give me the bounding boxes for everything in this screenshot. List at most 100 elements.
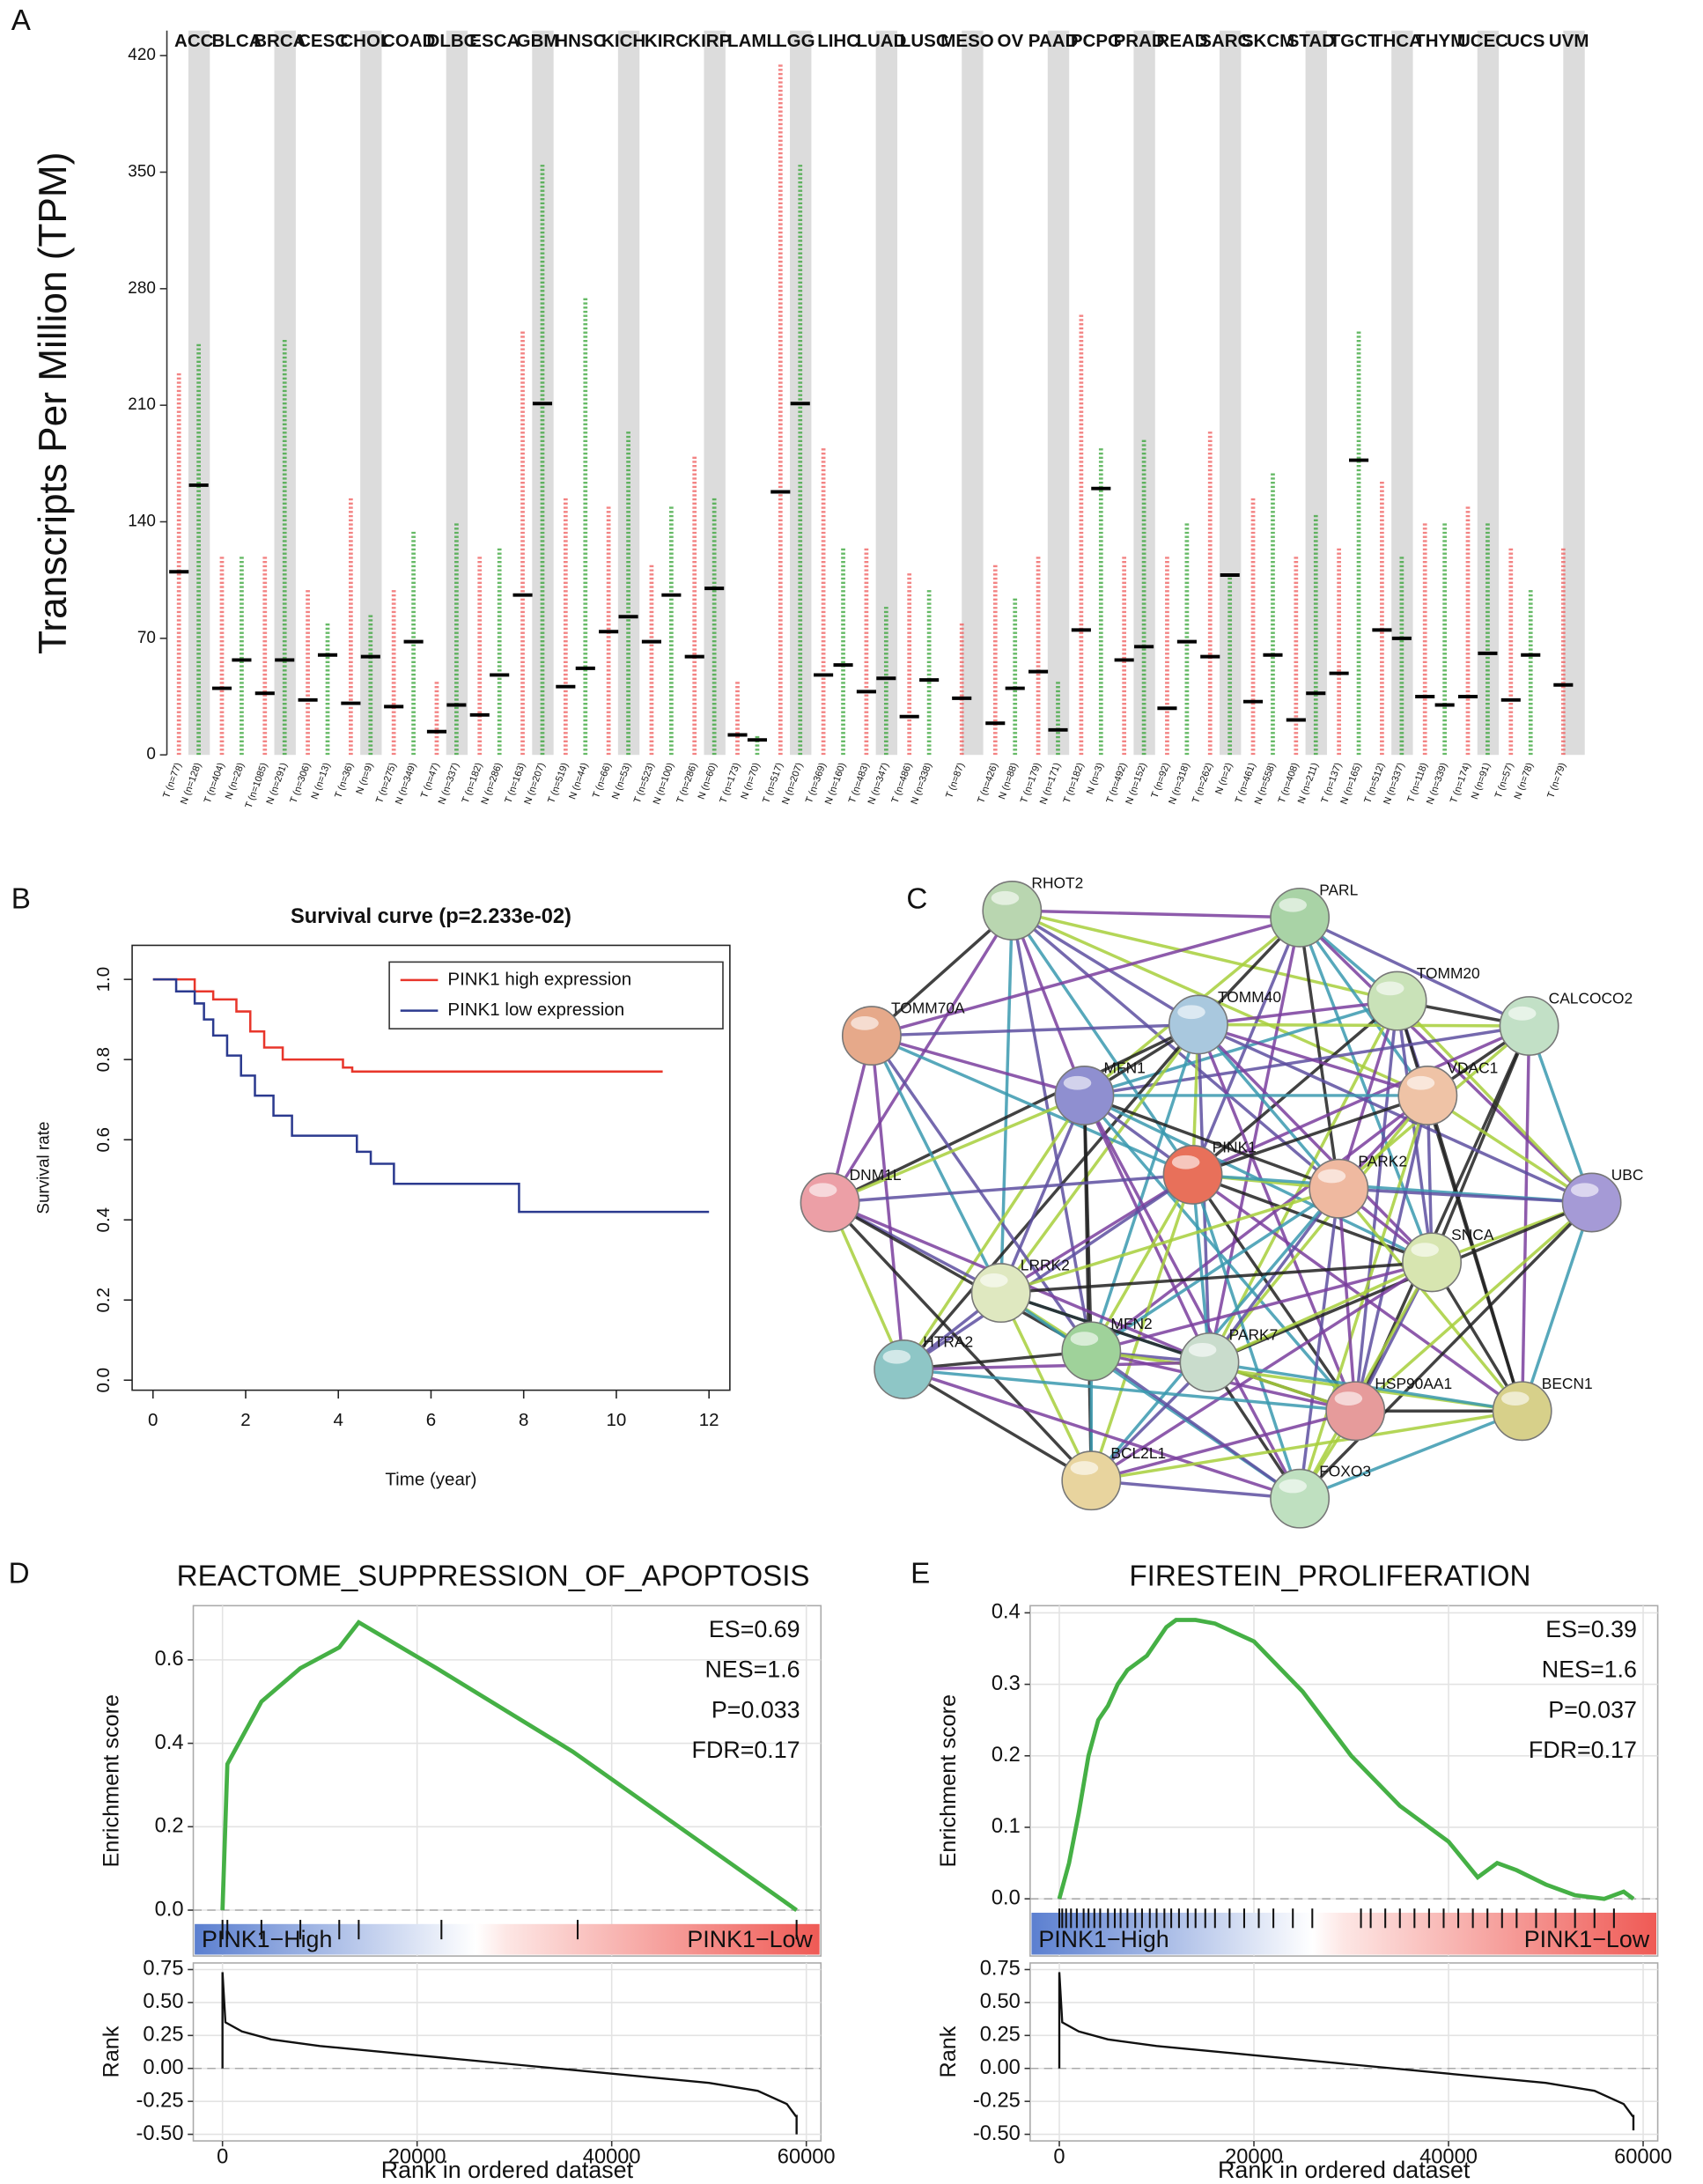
y-tick-label: 0 [146, 745, 156, 764]
edge [1337, 1187, 1524, 1413]
group-label: N (n=28) [224, 762, 247, 801]
enrichment-curve [220, 1620, 799, 1912]
y-tick-label: 0.2 [93, 1288, 114, 1313]
node-label: PINK1 [1213, 1139, 1257, 1156]
y-tick-label: 0.0 [992, 1886, 1021, 1909]
y-tick-label: 70 [137, 629, 156, 647]
node-label: CALCOCO2 [1549, 990, 1633, 1007]
cancer-name: THYM [1414, 31, 1465, 51]
y-tick-label: -0.25 [973, 2089, 1021, 2112]
cancer-name: STAD [1287, 31, 1335, 51]
cancer-name: KICH [601, 31, 645, 51]
edge [1000, 1260, 1433, 1295]
node-highlight [1063, 1075, 1092, 1090]
edge [1010, 910, 1094, 1352]
edge [1010, 910, 1087, 1096]
group-label: T (n=92) [1149, 762, 1172, 800]
annotation: FDR=0.17 [692, 1737, 800, 1763]
edge [1298, 917, 1341, 1189]
y-tick-label: 0.00 [143, 2056, 183, 2079]
edge [1198, 1022, 1428, 1097]
panel-letter: C [906, 883, 927, 916]
annotation: ES=0.39 [1545, 1616, 1637, 1642]
edge [1198, 1022, 1593, 1205]
edge [1191, 1173, 1357, 1413]
group-label: T (n=77) [161, 762, 184, 800]
rank-gradient [195, 1923, 820, 1955]
group-label: T (n=47) [419, 762, 442, 800]
node-highlight [991, 890, 1020, 905]
node-highlight [882, 1349, 911, 1364]
x-axis-label: Time (year) [385, 1470, 476, 1490]
group-label: T (n=79) [1545, 762, 1568, 800]
edge [1083, 999, 1398, 1097]
edge [870, 1035, 905, 1370]
edge [1299, 916, 1530, 1028]
edge [829, 1173, 1193, 1205]
plot-frame [1029, 1962, 1659, 2142]
cancer-name: DLBC [427, 31, 477, 51]
column-band [446, 30, 468, 756]
node-highlight [1279, 1479, 1307, 1494]
group-label: PINK1−High [202, 1926, 332, 1952]
y-tick-label: 420 [128, 46, 156, 64]
edge [829, 1094, 1086, 1205]
group-label: N (n=60) [697, 762, 719, 801]
node-label: PARK2 [1358, 1152, 1407, 1169]
cancer-name: LUSC [900, 31, 949, 51]
cancer-name: UVM [1549, 31, 1589, 51]
y-tick-label: 0.2 [155, 1815, 184, 1838]
column-band [1391, 30, 1413, 756]
column-band [875, 30, 898, 756]
chart-title: REACTOME_SUPPRESSION_OF_APOPTOSIS [177, 1560, 810, 1592]
edge [999, 910, 1014, 1294]
group-label: T (n=519) [546, 762, 571, 805]
y-tick-label: 0.8 [93, 1047, 114, 1073]
x-tick-label: 20000 [388, 2145, 446, 2168]
edge [1000, 1187, 1339, 1295]
edge [1082, 1095, 1301, 1500]
group-label: T (n=426) [976, 762, 1000, 805]
edge [871, 1034, 1085, 1097]
annotation: P=0.037 [1548, 1696, 1637, 1723]
annotation: P=0.033 [711, 1696, 800, 1723]
edge [1191, 1094, 1428, 1177]
edge [1520, 1025, 1531, 1412]
node-highlight [1317, 1169, 1346, 1184]
edge [1207, 917, 1301, 1363]
node-highlight [1279, 897, 1307, 912]
edge [903, 1361, 1210, 1371]
cancer-name: PRAD [1114, 31, 1165, 51]
x-tick-label: 60000 [1614, 2145, 1672, 2168]
cancer-name: COAD [382, 31, 435, 51]
edge [999, 1023, 1200, 1295]
cancer-name: ESCA [469, 31, 520, 51]
cancer-name: PAAD [1028, 31, 1079, 51]
node-highlight [1177, 1005, 1205, 1020]
y-tick-label: 280 [128, 279, 156, 298]
legend-label: PINK1 high expression [447, 969, 631, 989]
y-tick-label: 0.6 [93, 1127, 114, 1153]
y-tick-label: 0.1 [992, 1815, 1021, 1838]
column-band [1219, 30, 1242, 756]
chart-title: Survival curve (p=2.233e-02) [291, 905, 571, 928]
y-tick-label: 0.6 [155, 1648, 184, 1671]
y-tick-label: 0.75 [980, 1958, 1021, 1981]
group-label: PINK1−High [1038, 1926, 1169, 1952]
edge [1011, 909, 1199, 1026]
y-axis-label: Enrichment score [100, 1694, 124, 1867]
y-tick-label: 350 [128, 162, 156, 181]
edge [1191, 1000, 1398, 1177]
y-axis-label: Enrichment score [936, 1694, 961, 1867]
y-tick-label: 0.0 [93, 1368, 114, 1393]
edge [1426, 1095, 1524, 1412]
edge [1191, 1173, 1523, 1413]
node-highlight [1411, 1243, 1439, 1258]
enrichment-curve [1057, 1618, 1635, 1901]
node-label: DNM1L [850, 1166, 902, 1184]
group-label: T (n=57) [1493, 762, 1516, 800]
edge [1527, 1025, 1594, 1204]
edge [903, 1368, 1093, 1482]
y-tick-label: 140 [128, 513, 156, 531]
